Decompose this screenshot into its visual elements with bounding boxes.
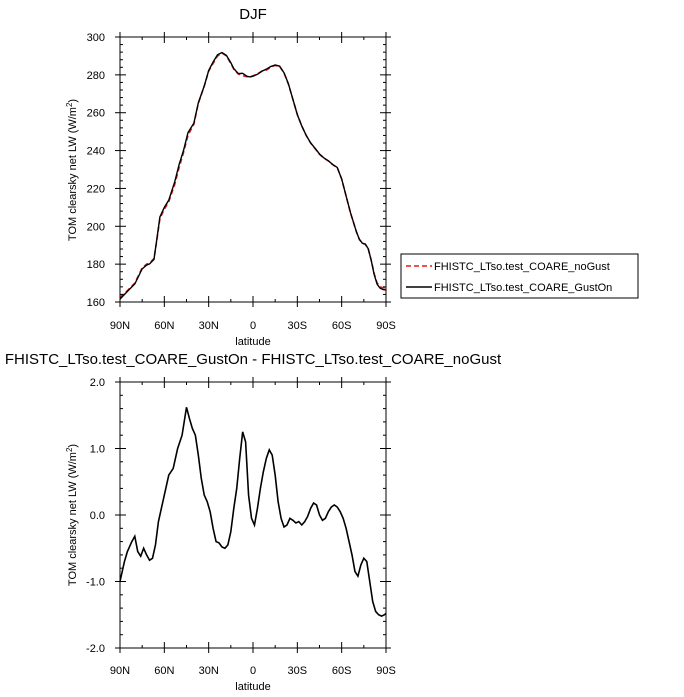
panel-1-series-noGust-line [119, 52, 386, 298]
panel-2-y-axis-label-text: TOM clearsky net LW (W/m [67, 452, 79, 586]
panel-1: DJF 90N 60N 30N 0 30S 60S 90S 160 180 20… [65, 6, 639, 348]
panel-2-y-tick-label: -1.0 [86, 577, 105, 589]
panel-1-y-tick-labels: 160 180 200 220 240 260 280 300 [87, 32, 105, 309]
panel-2-y-tick-label: 1.0 [90, 444, 105, 456]
panel-2-y-axis-label: TOM clearsky net LW (W/m2) [65, 444, 79, 586]
panel-1-y-tick-label: 160 [87, 297, 105, 309]
legend-label-noGust: FHISTC_LTso.test_COARE_noGust [434, 261, 610, 273]
panel-1-title: DJF [239, 6, 267, 23]
panel-1-y-axis-label: TOM clearsky net LW (W/m2) [65, 99, 79, 241]
panel-1-x-tick-label: 30N [199, 320, 219, 332]
panel-1-y-axis-label-text: TOM clearsky net LW (W/m [67, 107, 79, 241]
panel-2-y-tick-label: 0.0 [90, 510, 105, 522]
panel-1-x-tick-label: 60N [154, 320, 174, 332]
panel-1-y-tick-label: 240 [87, 146, 105, 158]
panel-1-y-tick-label: 280 [87, 70, 105, 82]
panel-2-x-tick-label: 60N [154, 665, 174, 677]
panel-2-y-tick-label: -2.0 [86, 643, 105, 655]
panel-1-legend: FHISTC_LTso.test_COARE_noGust FHISTC_LTs… [400, 253, 639, 299]
panel-2: FHISTC_LTso.test_COARE_GustOn - FHISTC_L… [5, 351, 502, 693]
panel-2-ticks [115, 377, 391, 653]
panel-2-x-tick-label: 30N [199, 665, 219, 677]
panel-1-series-GustOn-line [119, 51, 387, 300]
panel-1-x-tick-label: 30S [288, 320, 308, 332]
panel-1-ticks [115, 32, 391, 307]
panel-1-x-tick-labels: 90N 60N 30N 0 30S 60S 90S [110, 320, 396, 332]
panel-2-x-tick-labels: 90N 60N 30N 0 30S 60S 90S [110, 665, 396, 677]
panel-1-y-axis-label-close: ) [67, 99, 79, 103]
panel-1-x-tick-label: 90N [110, 320, 130, 332]
panel-1-x-tick-label: 0 [250, 320, 256, 332]
legend-label-GustOn: FHISTC_LTso.test_COARE_GustOn [434, 282, 612, 294]
panel-1-x-tick-label: 60S [332, 320, 352, 332]
panel-2-x-tick-label: 90N [110, 665, 130, 677]
panel-2-y-tick-labels: -2.0 -1.0 0.0 1.0 2.0 [86, 377, 105, 655]
panel-1-y-tick-label: 220 [87, 183, 105, 195]
panel-1-x-axis-label: latitude [235, 336, 270, 348]
panel-2-x-tick-label: 60S [332, 665, 352, 677]
panel-1-x-tick-label: 90S [376, 320, 396, 332]
panel-2-difference-line [119, 407, 387, 617]
panel-1-y-tick-label: 300 [87, 32, 105, 44]
panel-2-y-axis-label-close: ) [67, 444, 79, 448]
panel-2-y-axis-label-sup: 2 [65, 447, 74, 452]
panel-1-y-axis-label-sup: 2 [65, 102, 74, 107]
panel-2-x-axis-label: latitude [235, 681, 270, 693]
panel-2-x-tick-label: 30S [288, 665, 308, 677]
panel-1-y-tick-label: 180 [87, 259, 105, 271]
panel-2-title: FHISTC_LTso.test_COARE_GustOn - FHISTC_L… [5, 351, 502, 368]
panel-1-series [119, 51, 387, 300]
panel-1-y-tick-label: 260 [87, 108, 105, 120]
panel-2-y-tick-label: 2.0 [90, 377, 105, 389]
panel-2-x-tick-label: 90S [376, 665, 396, 677]
panel-1-y-tick-label: 200 [87, 221, 105, 233]
panel-1-legend-box [400, 253, 639, 299]
panel-2-x-tick-label: 0 [250, 665, 256, 677]
